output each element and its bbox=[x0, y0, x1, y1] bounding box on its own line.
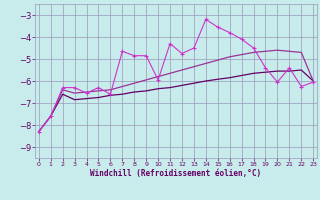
X-axis label: Windchill (Refroidissement éolien,°C): Windchill (Refroidissement éolien,°C) bbox=[91, 169, 261, 178]
